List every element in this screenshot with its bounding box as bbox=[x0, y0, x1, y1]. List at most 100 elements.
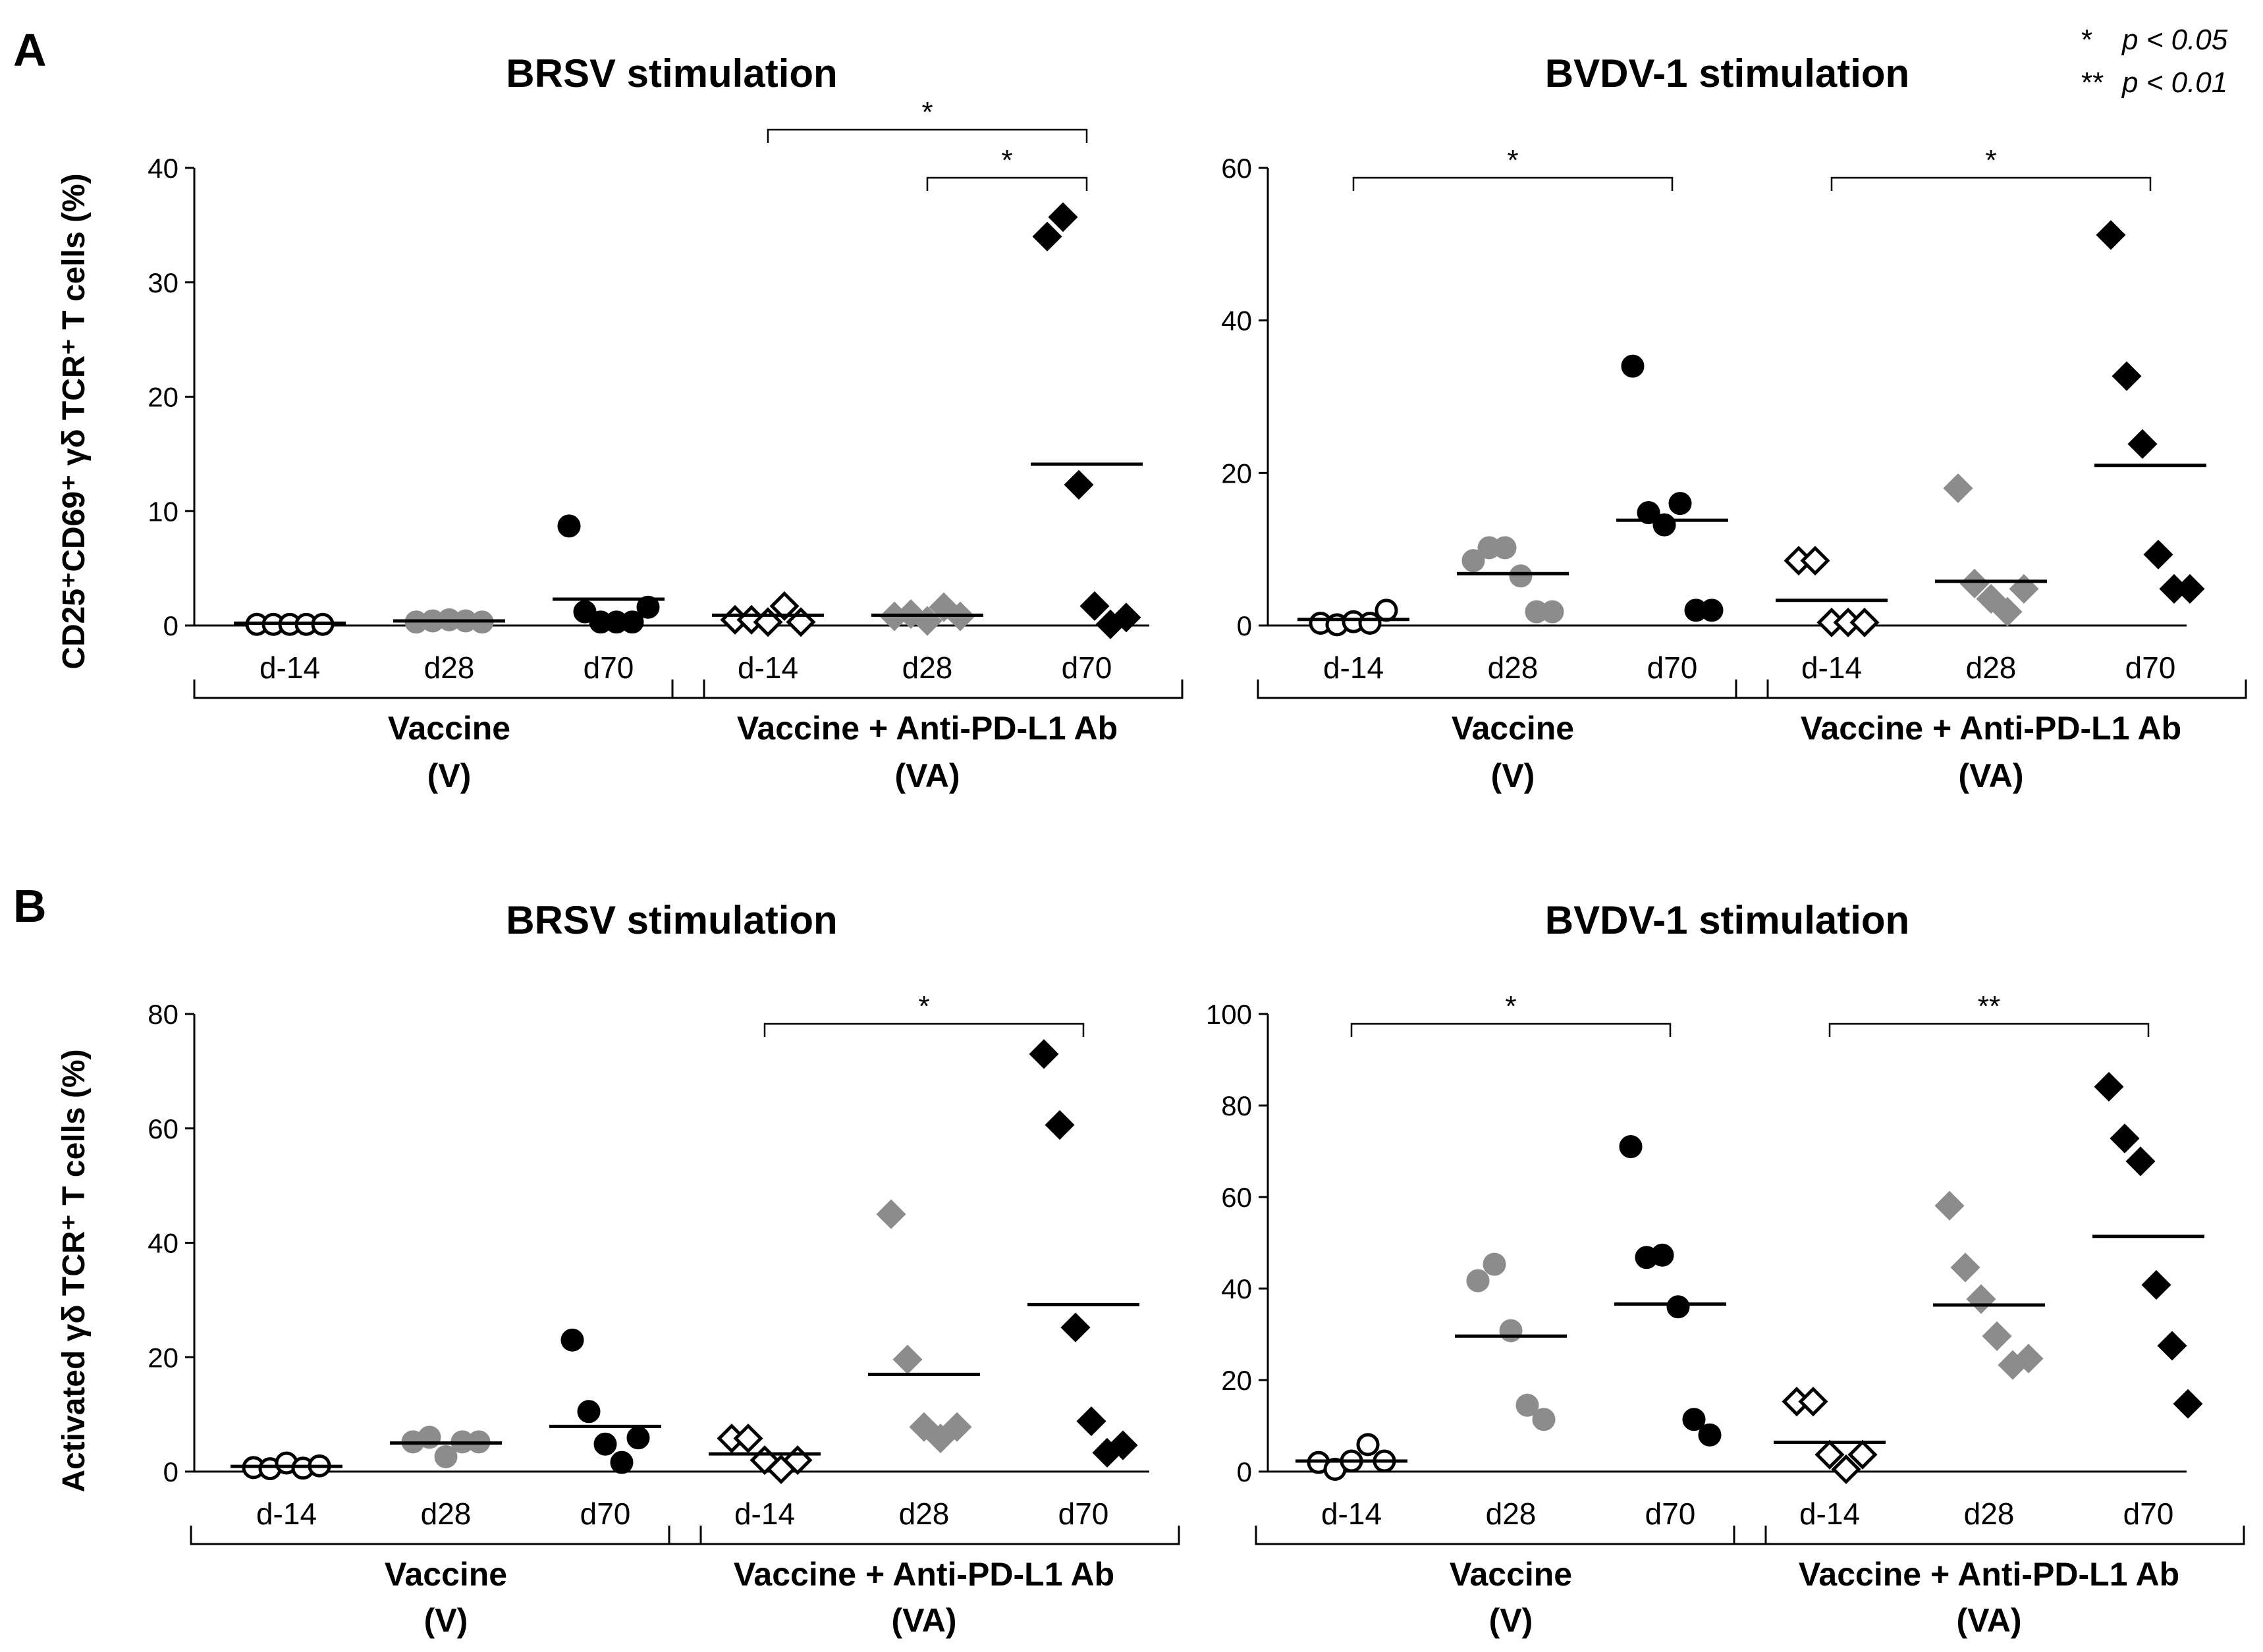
data-point-circle bbox=[577, 1400, 601, 1424]
significance-bracket bbox=[763, 1023, 1085, 1037]
group-label: Vaccine bbox=[385, 1556, 507, 1593]
data-point-circle bbox=[1375, 599, 1398, 622]
x-category-label: d-14 bbox=[1323, 651, 1384, 685]
significance-label: * bbox=[1505, 990, 1516, 1023]
significance-bracket bbox=[1828, 1023, 2150, 1037]
chart-title: BRSV stimulation bbox=[506, 898, 837, 942]
data-point-diamond bbox=[1814, 1439, 1845, 1470]
y-tick-label: 40 bbox=[1221, 306, 1252, 336]
y-tick-label: 0 bbox=[163, 1456, 178, 1487]
data-point-diamond bbox=[2143, 539, 2173, 570]
group-bracket bbox=[1735, 679, 2247, 699]
y-tick-label: 100 bbox=[1206, 999, 1252, 1030]
group-abbr-label: (V) bbox=[427, 757, 472, 794]
y-tick-label: 20 bbox=[1221, 1365, 1252, 1396]
data-point-diamond bbox=[2125, 1146, 2156, 1177]
data-point-diamond bbox=[1849, 607, 1880, 637]
y-axis-label-b: Activated γδ TCR⁺ T cells (%) bbox=[57, 1049, 92, 1492]
data-point-circle bbox=[1540, 600, 1564, 624]
data-point-diamond bbox=[1831, 1454, 1861, 1485]
data-point-diamond bbox=[1076, 1406, 1106, 1437]
x-category-label: d-14 bbox=[1799, 1497, 1860, 1531]
data-point-diamond bbox=[733, 1424, 763, 1454]
significance-bracket bbox=[1352, 176, 1674, 191]
data-point-circle bbox=[1650, 1243, 1674, 1267]
chart-panel-b-bvdv: BVDV-1 stimulation 0 20 40 60 80 100 d-14 d28 d70… bbox=[1206, 898, 2245, 1639]
panel-letter-a: A bbox=[13, 24, 47, 76]
data-point-diamond bbox=[2173, 1389, 2203, 1419]
x-category-label: d-14 bbox=[1801, 651, 1862, 685]
significance-label: * bbox=[1985, 144, 1996, 176]
significance-label: ** bbox=[1978, 990, 2000, 1023]
group-abbr-label: (V) bbox=[424, 1602, 468, 1639]
data-point-diamond bbox=[1950, 1252, 1980, 1283]
legend-double-text: p < 0.01 bbox=[2121, 67, 2227, 99]
y-tick-label: 60 bbox=[1221, 1182, 1252, 1213]
data-point-diamond bbox=[2127, 429, 2158, 459]
data-point-circle bbox=[1666, 1295, 1690, 1319]
data-point-circle bbox=[1698, 1423, 1722, 1447]
x-category-label: d-14 bbox=[734, 1497, 795, 1531]
data-point-diamond bbox=[1982, 1321, 2012, 1351]
x-category-label: d28 bbox=[899, 1497, 950, 1531]
y-tick-label: 40 bbox=[148, 153, 178, 184]
data-point-diamond bbox=[1108, 1430, 1138, 1460]
data-point-diamond bbox=[753, 607, 783, 637]
x-category-label: d70 bbox=[2125, 651, 2176, 685]
y-tick-label: 80 bbox=[148, 999, 178, 1030]
group-bracket bbox=[1733, 1526, 2245, 1545]
y-tick-label: 10 bbox=[148, 496, 178, 527]
group-abbr-label: (VA) bbox=[1958, 757, 2023, 794]
group-abbr-label: (V) bbox=[1491, 757, 1535, 794]
data-point-diamond bbox=[2141, 1269, 2171, 1300]
data-point-diamond bbox=[1048, 202, 1078, 232]
data-point-diamond bbox=[1798, 1387, 1828, 1417]
x-category-label: d28 bbox=[424, 651, 475, 685]
data-point-diamond bbox=[892, 1345, 923, 1375]
x-category-label: d70 bbox=[580, 1497, 631, 1531]
legend-single-text: p < 0.05 bbox=[2121, 24, 2228, 56]
y-tick-label: 60 bbox=[1221, 153, 1252, 184]
x-category-label: d70 bbox=[2123, 1497, 2174, 1531]
group-label: Vaccine + Anti-PD-L1 Ab bbox=[737, 710, 1118, 747]
data-point-diamond bbox=[2094, 1071, 2124, 1102]
data-point-circle bbox=[1493, 536, 1517, 560]
significance-bracket bbox=[1350, 1023, 1672, 1037]
significance-label: * bbox=[1507, 144, 1518, 176]
data-point-circle bbox=[610, 1451, 634, 1474]
data-point-circle bbox=[1652, 513, 1676, 537]
y-axis-label-a: CD25⁺CD69⁺ γδ TCR⁺ T cells (%) bbox=[57, 173, 92, 669]
data-point-diamond bbox=[1976, 583, 2006, 614]
significance-label: * bbox=[1001, 144, 1012, 176]
data-point-circle bbox=[434, 1445, 458, 1468]
legend-single-star: * bbox=[2081, 24, 2092, 56]
chart-title: BVDV-1 stimulation bbox=[1545, 51, 1909, 95]
group-abbr-label: (VA) bbox=[894, 757, 960, 794]
data-point-diamond bbox=[876, 1199, 906, 1229]
data-point-diamond bbox=[769, 591, 800, 621]
group-bracket bbox=[193, 679, 705, 699]
data-point-diamond bbox=[1966, 1284, 1996, 1314]
y-tick-label: 80 bbox=[1221, 1090, 1252, 1121]
data-point-circle bbox=[1515, 1393, 1539, 1417]
data-point-diamond bbox=[1064, 469, 1094, 500]
group-abbr-label: (VA) bbox=[1956, 1602, 2021, 1639]
data-point-diamond bbox=[1847, 1439, 1878, 1470]
data-point-diamond bbox=[2112, 361, 2142, 391]
x-category-label: d70 bbox=[1647, 651, 1698, 685]
data-point-diamond bbox=[942, 1412, 972, 1442]
data-point-diamond bbox=[1045, 1110, 1075, 1140]
x-category-label: d28 bbox=[1488, 651, 1539, 685]
data-point-diamond bbox=[1934, 1190, 1965, 1221]
y-tick-label: 40 bbox=[148, 1228, 178, 1259]
x-category-label: d70 bbox=[1062, 651, 1112, 685]
group-label: Vaccine + Anti-PD-L1 Ab bbox=[1799, 1556, 2179, 1593]
chart-title: BVDV-1 stimulation bbox=[1545, 898, 1909, 942]
significance-bracket bbox=[767, 128, 1088, 143]
data-point-diamond bbox=[909, 1412, 939, 1442]
group-label: Vaccine + Anti-PD-L1 Ab bbox=[734, 1556, 1114, 1593]
group-label: Vaccine bbox=[1452, 710, 1574, 747]
x-category-label: d28 bbox=[1964, 1497, 2015, 1531]
y-tick-label: 0 bbox=[1237, 610, 1252, 641]
